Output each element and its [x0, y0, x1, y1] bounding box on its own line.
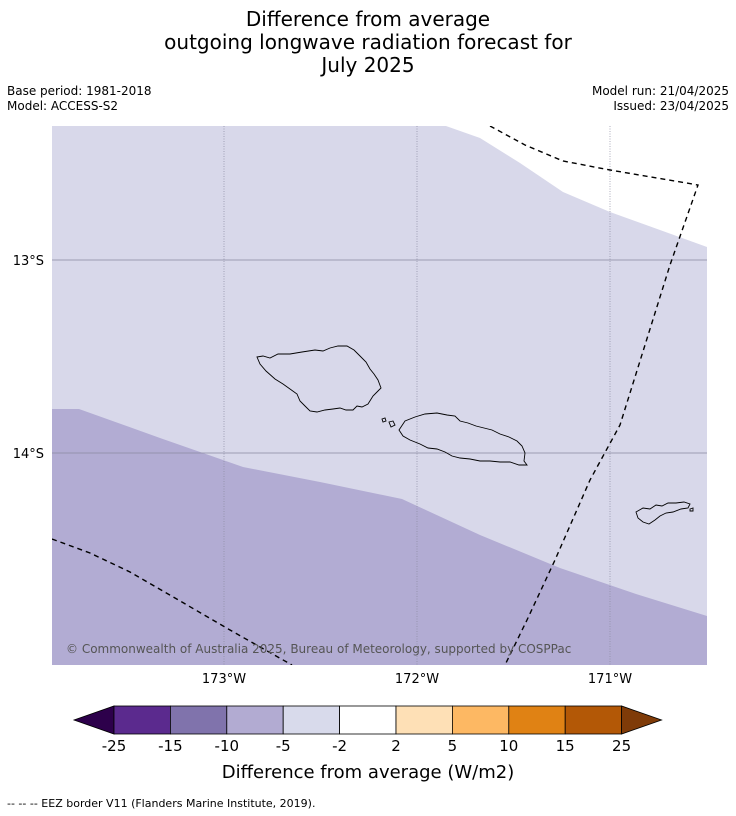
savaii-island	[256, 345, 382, 413]
colorbar-tick-label: -15	[158, 737, 183, 755]
eez-legend-note: -- -- -- EEZ border V11 (Flanders Marine…	[7, 797, 316, 810]
copyright-notice: © Commonwealth of Australia 2025, Bureau…	[66, 642, 571, 656]
colorbar-segment	[282, 705, 341, 735]
colorbar-segment	[339, 705, 397, 735]
colorbar-tick-label: 2	[391, 737, 401, 755]
lon-label-173w: 173°W	[202, 672, 246, 687]
eez-border-southwest	[52, 538, 293, 665]
title-line-2: outgoing longwave radiation forecast for	[164, 30, 572, 54]
colorbar-tick-label: 15	[556, 737, 575, 755]
islands	[256, 345, 694, 525]
title-line-3: July 2025	[321, 53, 415, 77]
lon-label-172w: 172°W	[395, 672, 439, 687]
colorbar-tick-label: -25	[102, 737, 127, 755]
lon-label-171w: 171°W	[588, 672, 632, 687]
colorbar-segment	[451, 705, 510, 735]
tutuila-island	[635, 501, 691, 525]
map-panel: © Commonwealth of Australia 2025, Bureau…	[52, 126, 707, 665]
eez-borders	[52, 126, 699, 665]
colorbar-tick-label: 10	[499, 737, 518, 755]
colorbar-tick-label: 5	[448, 737, 458, 755]
colorbar-extend-high	[621, 705, 663, 735]
upolu-island	[398, 412, 528, 466]
lat-label-13s: 13°S	[13, 254, 44, 269]
issued-date: Issued: 23/04/2025	[613, 99, 729, 113]
colorbar-segment	[395, 705, 453, 735]
colorbar-segment	[508, 705, 566, 735]
colorbar-tick-label: 25	[612, 737, 631, 755]
colorbar-title: Difference from average (W/m2)	[222, 762, 514, 783]
manono-islet	[388, 420, 396, 428]
chart-title: Difference from average outgoing longwav…	[0, 8, 736, 77]
aunuu-islet	[689, 507, 694, 512]
colorbar: -25 -15 -10 -5 -2 2 5 10 15 25	[72, 705, 663, 755]
colorbar-segment	[169, 705, 228, 735]
meta-right: Model run: 21/04/2025 Issued: 23/04/2025	[592, 84, 729, 114]
gridlines	[52, 126, 707, 665]
colorbar-segment	[226, 705, 284, 735]
base-period: Base period: 1981-2018	[7, 84, 152, 98]
colorbar-segment	[564, 705, 623, 735]
model-name: Model: ACCESS-S2	[7, 99, 119, 113]
colorbar-tick-label: -2	[332, 737, 347, 755]
colorbar-extend-low	[72, 705, 115, 735]
colorbar-tick-label: -5	[276, 737, 291, 755]
colorbar-tick-label: -10	[215, 737, 240, 755]
model-run: Model run: 21/04/2025	[591, 84, 729, 98]
colorbar-segment	[113, 705, 171, 735]
title-line-1: Difference from average	[245, 7, 491, 31]
meta-left: Base period: 1981-2018 Model: ACCESS-S2	[7, 84, 152, 114]
eez-border-east	[489, 126, 699, 665]
mid-anomaly-region	[52, 409, 707, 665]
apolima-islet	[381, 417, 387, 423]
neutral-region	[446, 126, 707, 247]
lat-label-14s: 14°S	[13, 447, 44, 462]
